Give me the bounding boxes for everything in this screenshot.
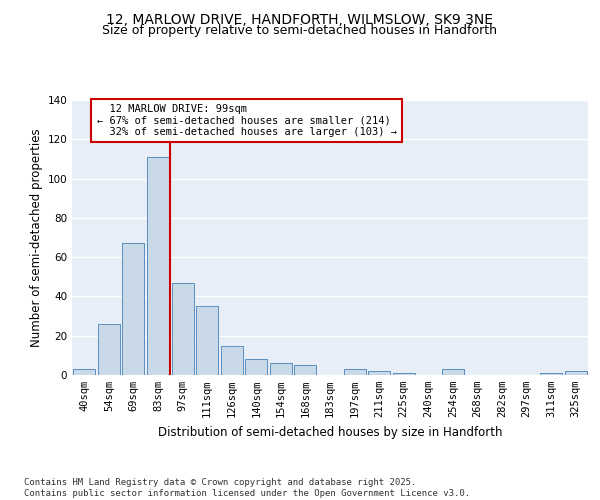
Bar — [98, 324, 120, 375]
Bar — [172, 282, 194, 375]
Bar — [368, 371, 390, 375]
Text: 12 MARLOW DRIVE: 99sqm
← 67% of semi-detached houses are smaller (214)
  32% of : 12 MARLOW DRIVE: 99sqm ← 67% of semi-det… — [97, 104, 397, 137]
Bar — [196, 306, 218, 375]
Text: Contains HM Land Registry data © Crown copyright and database right 2025.
Contai: Contains HM Land Registry data © Crown c… — [24, 478, 470, 498]
Bar — [73, 369, 95, 375]
Bar — [245, 360, 268, 375]
Bar — [122, 244, 145, 375]
Bar — [295, 365, 316, 375]
Bar — [147, 157, 169, 375]
Bar — [540, 373, 562, 375]
Y-axis label: Number of semi-detached properties: Number of semi-detached properties — [30, 128, 43, 347]
Bar — [344, 369, 365, 375]
Bar — [442, 369, 464, 375]
Bar — [392, 373, 415, 375]
Bar — [565, 371, 587, 375]
X-axis label: Distribution of semi-detached houses by size in Handforth: Distribution of semi-detached houses by … — [158, 426, 502, 438]
Text: 12, MARLOW DRIVE, HANDFORTH, WILMSLOW, SK9 3NE: 12, MARLOW DRIVE, HANDFORTH, WILMSLOW, S… — [107, 12, 493, 26]
Bar — [221, 346, 243, 375]
Text: Size of property relative to semi-detached houses in Handforth: Size of property relative to semi-detach… — [103, 24, 497, 37]
Bar — [270, 363, 292, 375]
